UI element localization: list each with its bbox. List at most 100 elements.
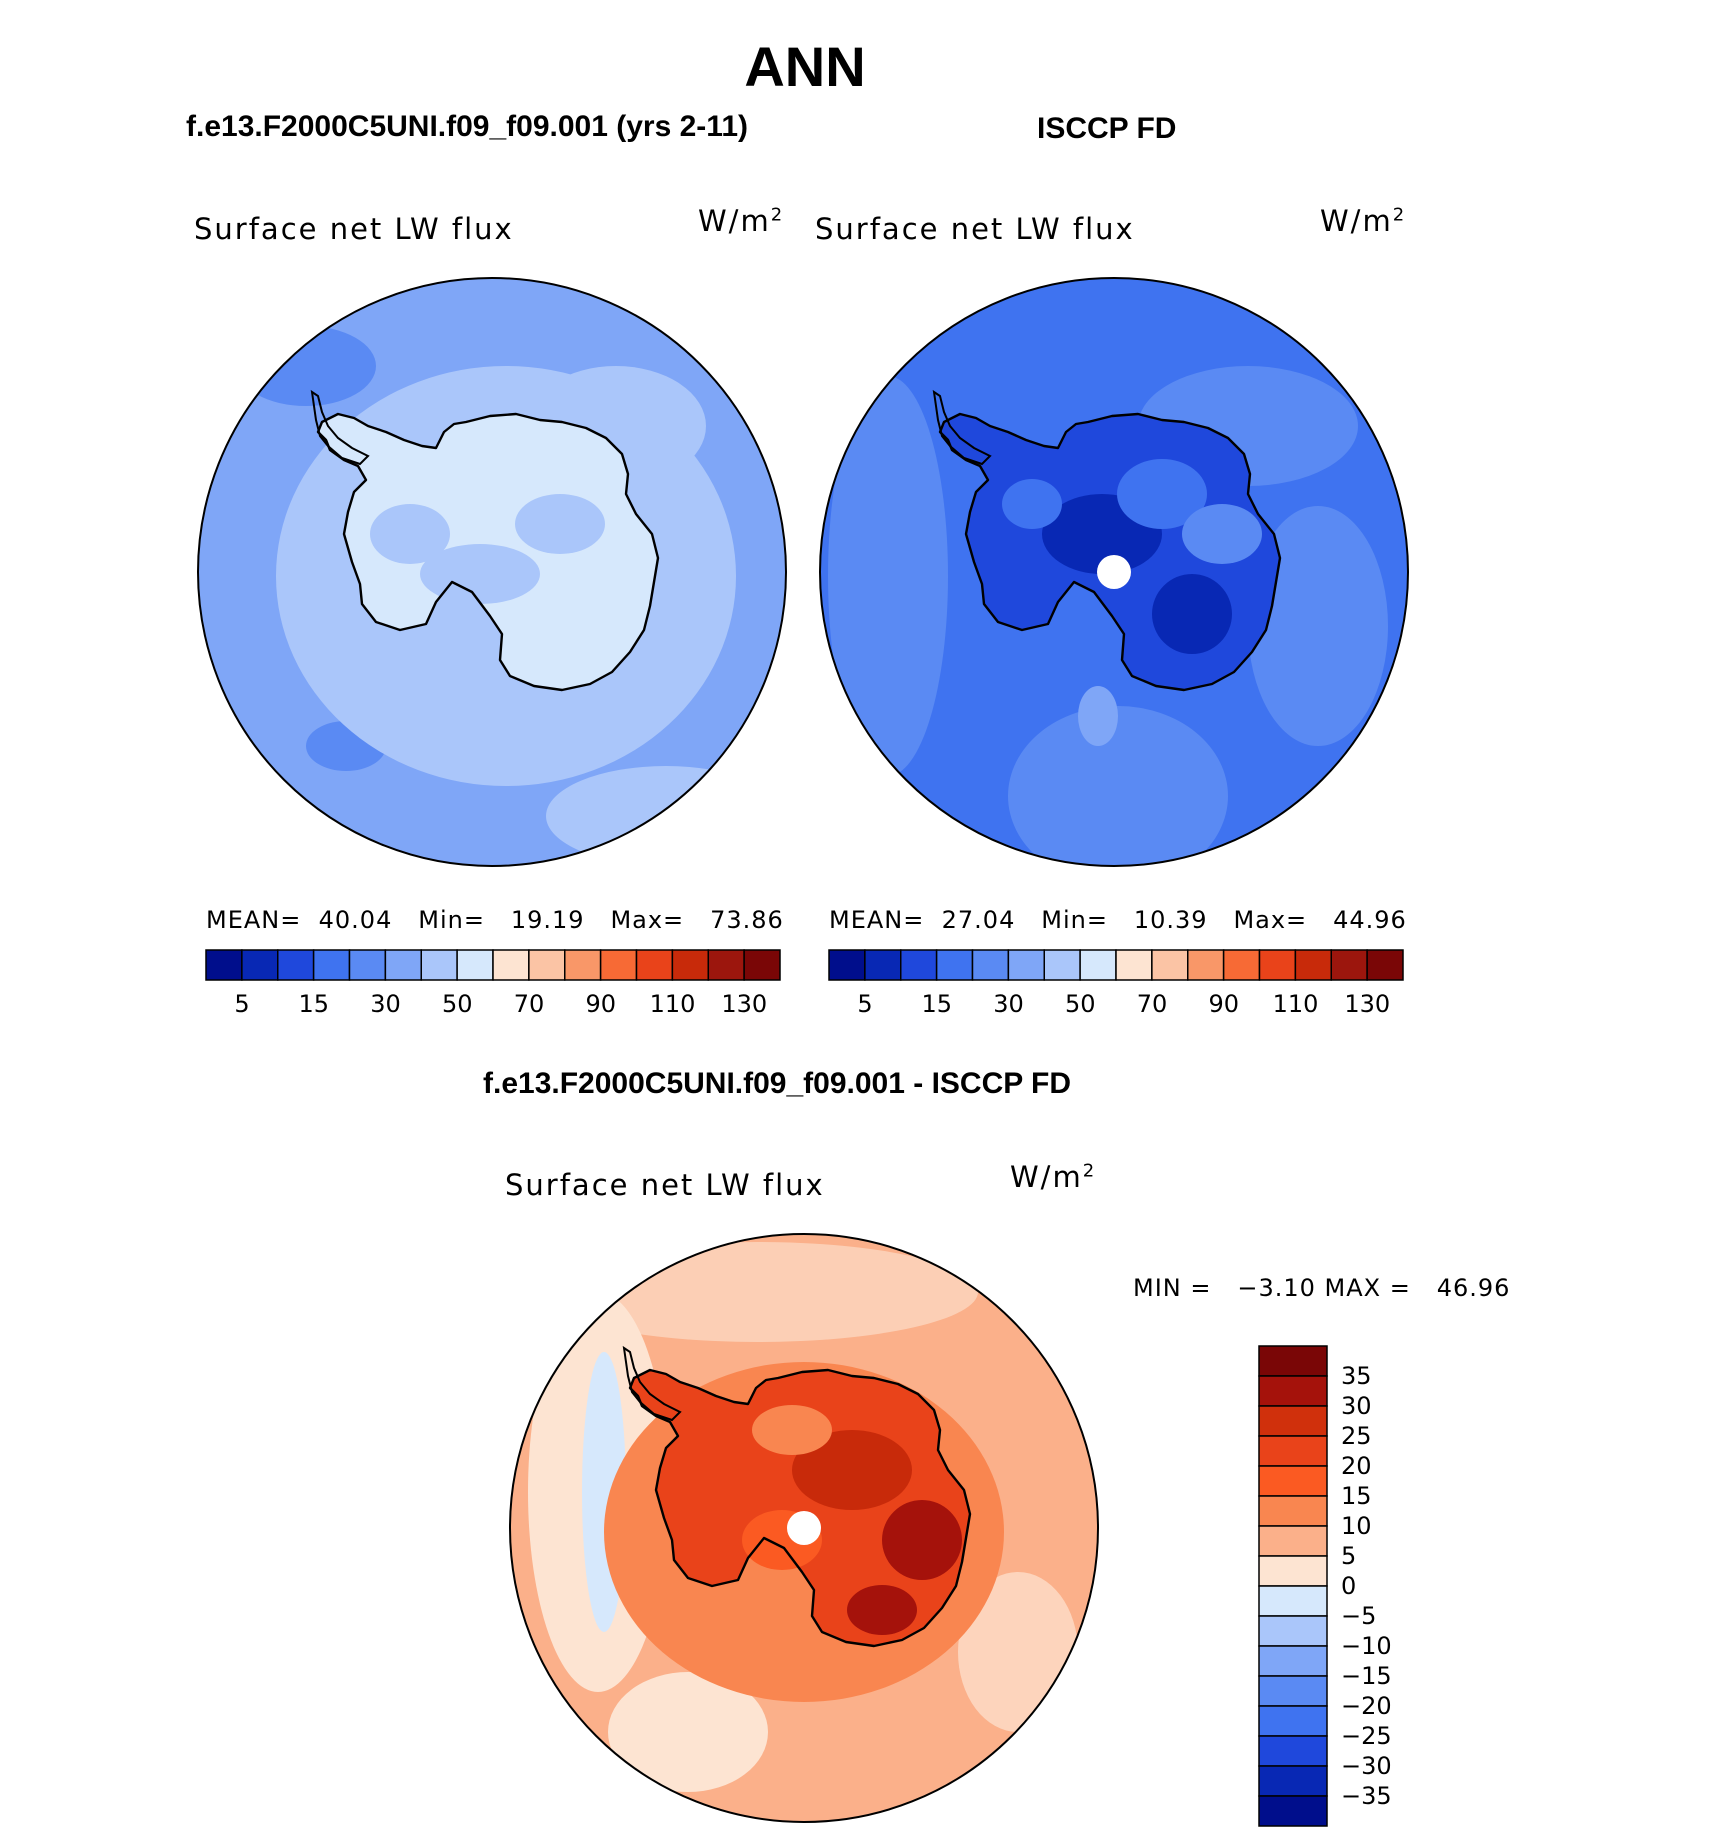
colorbar-swatch [1187, 949, 1225, 981]
interior-contour-region [420, 544, 540, 604]
colorbar-swatch [671, 949, 709, 981]
obs-stats: MEAN= 27.04 Min= 10.39 Max= 44.96 [829, 906, 1407, 934]
obs-max-label: Max= [1233, 906, 1308, 934]
colorbar-tick-label: 20 [1341, 1452, 1372, 1480]
colorbar-tick-label: 15 [921, 990, 952, 1018]
model-min-value: 19.19 [510, 906, 585, 934]
colorbar-tick-label: 15 [298, 990, 329, 1018]
colorbar-swatch [1258, 1585, 1328, 1617]
southern-ocean-region [608, 1672, 768, 1792]
colorbar-swatch [935, 949, 974, 981]
colorbar-swatch [528, 949, 566, 981]
colorbar-swatch [1366, 949, 1404, 981]
colorbar-swatch [1115, 949, 1153, 981]
colorbar-swatch [1222, 949, 1261, 981]
colorbar-tick-label: −20 [1341, 1692, 1392, 1720]
south-pole-missing-data [787, 1511, 821, 1545]
peninsula-coastline [932, 389, 992, 466]
model-max-label: Max= [610, 906, 685, 934]
colorbar-swatch [1258, 1555, 1328, 1587]
colorbar-swatch [205, 949, 243, 981]
colorbar-swatch [743, 949, 781, 981]
colorbar-tick-label: 10 [1341, 1512, 1372, 1540]
antarctica-coastline [938, 412, 1282, 692]
colorbar-swatch [1258, 1495, 1328, 1527]
colorbar-swatch [492, 949, 530, 981]
interior-contour-region [1182, 504, 1262, 564]
interior-contour-region [847, 1585, 917, 1635]
interior-contour-region [752, 1405, 832, 1455]
interior-contour-region [882, 1500, 962, 1580]
colorbar-swatch [384, 949, 422, 981]
ocean-region [1078, 686, 1118, 746]
colorbar-swatch [1258, 1735, 1328, 1767]
map-boundary [197, 277, 787, 867]
interior-contour-region [1117, 459, 1207, 529]
colorbar-swatch [1151, 949, 1189, 981]
interior-contour-region [1002, 479, 1062, 529]
ocean-region [828, 376, 948, 776]
colorbar-tick-label: 70 [514, 990, 545, 1018]
diff-polar-map [509, 1233, 1099, 1823]
colorbar-swatch [1007, 949, 1045, 981]
figure-title: ANN [744, 35, 866, 98]
colorbar-swatch [599, 949, 638, 981]
colorbar-swatch [241, 949, 279, 981]
colorbar-swatch [900, 949, 938, 981]
colorbar-swatch [828, 949, 866, 981]
obs-panel-header: ISCCP FD [1037, 112, 1177, 145]
model-max-value: 73.86 [710, 906, 784, 934]
map-boundary [509, 1233, 1099, 1823]
colorbar-tick-label: −30 [1341, 1752, 1392, 1780]
colorbar-tick-label: 70 [1137, 990, 1168, 1018]
colorbar-tick-label: 5 [234, 990, 249, 1018]
model-panel-header: f.e13.F2000C5UNI.f09_f09.001 (yrs 2-11) [186, 110, 749, 143]
obs-colorbar: 5 15 30 50 70 90 110 130 [828, 949, 1404, 1018]
colorbar-tick-label: 5 [1341, 1542, 1356, 1570]
interior-contour-region [515, 494, 605, 554]
colorbar-tick-label: 90 [1208, 990, 1239, 1018]
diff-stats: MIN = −3.10 MAX = 46.96 [1133, 1274, 1511, 1302]
colorbar-swatch [1258, 1645, 1328, 1677]
colorbar-tick-label: 90 [585, 990, 616, 1018]
colorbar-swatch [1258, 1435, 1328, 1467]
obs-units-label: W/m2 [1320, 204, 1407, 238]
model-colorbar: 5 15 30 50 70 90 110 130 [205, 949, 781, 1018]
colorbar-swatch [971, 949, 1010, 981]
colorbar-tick-label: −15 [1341, 1662, 1392, 1690]
obs-polar-map [819, 277, 1409, 867]
colorbar-swatch [564, 949, 602, 981]
colorbar-tick-label: 35 [1341, 1362, 1372, 1390]
colorbar-tick-label: 25 [1341, 1422, 1372, 1450]
map-boundary [819, 277, 1409, 867]
colorbar-swatch [1258, 949, 1297, 981]
obs-min-value: 10.39 [1133, 906, 1208, 934]
colorbar-swatch [420, 949, 458, 981]
colorbar-swatch [1079, 949, 1117, 981]
colorbar-tick-label: 30 [1341, 1392, 1372, 1420]
interior-contour-region [370, 504, 450, 564]
colorbar-swatch [635, 949, 674, 981]
model-units-label: W/m2 [698, 204, 785, 238]
colorbar-swatch [1294, 949, 1332, 981]
model-stats: MEAN= 40.04 Min= 19.19 Max= 73.86 [206, 906, 784, 934]
model-min-label: Min= [418, 906, 485, 934]
diff-variable-label: Surface net LW flux [505, 1168, 825, 1202]
colorbar-swatch [1258, 1525, 1328, 1557]
interior-contour-region [792, 1430, 912, 1510]
colorbar-swatch [1258, 1465, 1328, 1497]
colorbar-tick-label: 130 [1344, 990, 1390, 1018]
colorbar-tick-label: 15 [1341, 1482, 1372, 1510]
colorbar-tick-label: 5 [857, 990, 872, 1018]
obs-variable-label: Surface net LW flux [815, 212, 1135, 246]
antarctica-coastline [628, 1368, 972, 1648]
colorbar-tick-label: −10 [1341, 1632, 1392, 1660]
colorbar-swatch [1258, 1375, 1328, 1407]
south-pole-missing-data [1097, 555, 1131, 589]
colorbar-swatch [348, 949, 387, 981]
obs-min-label: Min= [1041, 906, 1108, 934]
colorbar-swatch [1258, 1345, 1328, 1377]
colorbar-tick-label: −5 [1341, 1602, 1376, 1630]
colorbar-swatch [707, 949, 745, 981]
colorbar-swatch [1330, 949, 1368, 981]
